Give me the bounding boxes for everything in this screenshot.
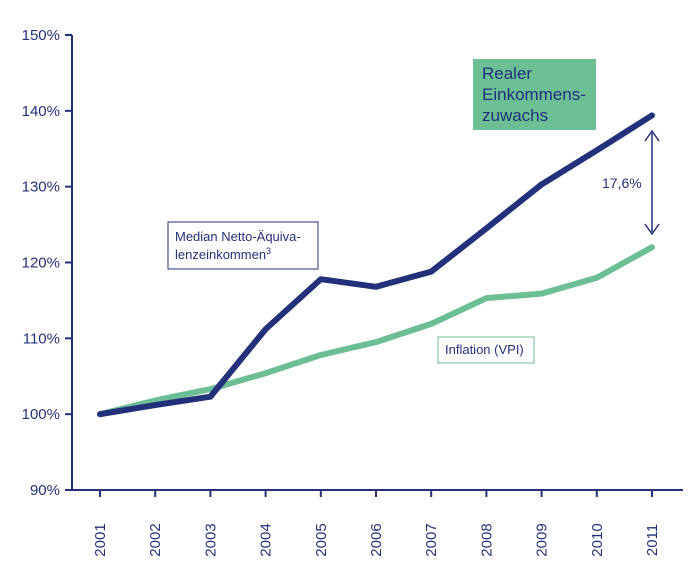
x-tick-label: 2004 [258, 523, 275, 556]
difference-arrowhead-top [644, 129, 660, 142]
callout-line3: zuwachs [482, 106, 548, 125]
y-tick-label: 100% [22, 406, 60, 423]
annotations: Median Netto-Äquiva- lenzeinkommen3 Infl… [167, 59, 660, 364]
inflation-label-box [437, 336, 535, 364]
median-label-footnote: 3 [266, 246, 271, 256]
x-tick-label: 2010 [589, 523, 606, 556]
x-tick-label: 2005 [313, 523, 330, 556]
y-tick-label: 120% [22, 255, 60, 272]
x-tick-label: 2003 [202, 523, 219, 556]
x-tick-label: 2008 [478, 523, 495, 556]
median-series-label: Median Netto-Äquiva- lenzeinkommen3 [175, 229, 304, 262]
difference-label: 17,6% [602, 175, 642, 191]
callout-text: Realer Einkommens- zuwachs [482, 64, 591, 125]
inflation-line [97, 244, 655, 418]
difference-arrowhead-bottom [644, 223, 660, 236]
median-label-line2: lenzeinkommen [175, 247, 266, 262]
y-tick-label: 140% [22, 103, 60, 120]
ticks: 90% 100% 110% 120% 130% 140% 150% 2001 2002 2003 2… [22, 27, 661, 557]
x-tick-label: 2009 [534, 523, 551, 556]
series [97, 112, 655, 418]
y-tick-label: 150% [22, 27, 60, 44]
median-label-line1: Median Netto-Äquiva- [175, 229, 301, 244]
y-tick-label: 110% [23, 330, 60, 347]
callout-line1: Realer [482, 64, 532, 83]
x-tick-label: 2006 [368, 523, 385, 556]
x-tick-label: 2001 [92, 523, 109, 556]
x-tick-label: 2007 [423, 523, 440, 556]
y-tick-label: 90% [30, 482, 60, 499]
callout-line2: Einkommens- [482, 85, 586, 104]
inflation-series-label: Inflation (VPI) [445, 342, 524, 357]
x-tick-label: 2002 [147, 523, 164, 556]
x-tick-label: 2011 [644, 524, 661, 556]
median-income-line [97, 112, 655, 418]
callout-box [473, 59, 596, 130]
y-tick-label: 130% [22, 179, 60, 196]
median-label-box [167, 221, 319, 270]
